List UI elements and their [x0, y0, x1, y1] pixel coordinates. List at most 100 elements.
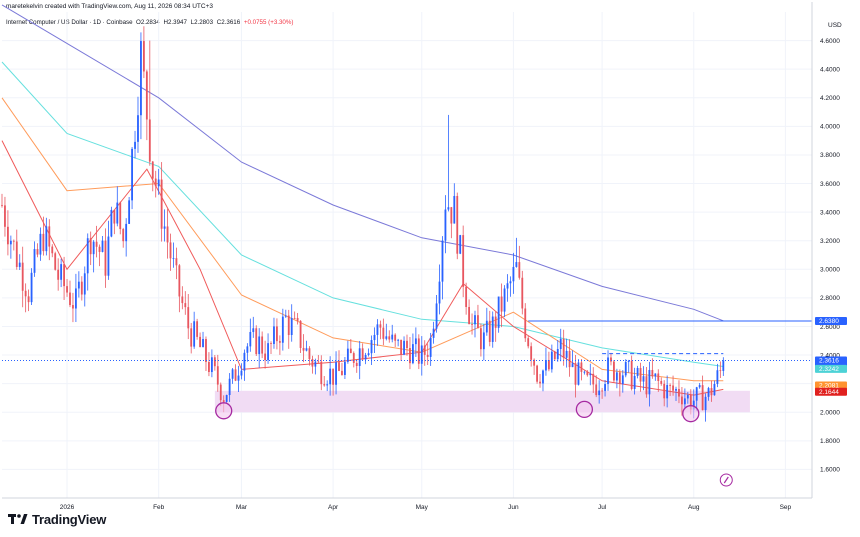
- candle-body: [74, 288, 77, 309]
- candle-body: [60, 264, 63, 280]
- candle-body: [429, 337, 432, 357]
- candle-body: [355, 362, 358, 366]
- candle-body: [54, 253, 57, 270]
- candle-body: [417, 338, 420, 364]
- candle-body: [450, 207, 453, 224]
- price-tag: [815, 364, 847, 373]
- candle-body: [406, 340, 408, 349]
- candle-body: [317, 361, 320, 363]
- candle-body: [128, 200, 131, 224]
- change-value: +0.0755 (+3.30%): [243, 19, 294, 26]
- candle-body: [335, 362, 337, 385]
- candle-body: [382, 327, 385, 339]
- candle-body: [338, 362, 340, 371]
- candle-body: [131, 148, 133, 201]
- candle-body: [83, 273, 86, 295]
- candle-body: [462, 235, 465, 287]
- candle-body: [494, 316, 497, 328]
- candle-body: [669, 385, 672, 386]
- candle-body: [539, 381, 541, 384]
- candle-body: [524, 308, 527, 339]
- candle-body: [509, 281, 512, 284]
- candle-body: [586, 371, 589, 376]
- candle-body: [409, 348, 411, 364]
- candle-body: [98, 246, 101, 252]
- candle-body: [358, 348, 361, 366]
- brand[interactable]: TradingView: [8, 512, 106, 527]
- candle-body: [651, 369, 654, 377]
- candle-body: [249, 332, 252, 347]
- candle-body: [713, 383, 716, 396]
- candle-body: [237, 375, 240, 381]
- candle-body: [488, 320, 491, 342]
- candle-body: [613, 361, 615, 381]
- ma-line-200: [1, 4, 724, 322]
- candle-body: [1, 204, 3, 206]
- candle-body: [716, 370, 719, 384]
- candle-body: [267, 343, 269, 361]
- candles: [1, 26, 725, 422]
- candle-body: [444, 209, 447, 241]
- candle-body: [426, 354, 429, 357]
- candle-body: [512, 266, 515, 282]
- x-tick-label: Jul: [598, 504, 607, 511]
- candle-body: [663, 383, 666, 399]
- y-tick-label: 2.4000: [820, 352, 840, 359]
- candle-body: [169, 242, 172, 259]
- candle-body: [33, 249, 36, 273]
- tradingview-logo-icon: [8, 514, 28, 524]
- candle-body: [695, 387, 698, 401]
- candle-body: [142, 41, 145, 72]
- x-tick-label: Apr: [328, 504, 339, 511]
- candle-body: [326, 384, 329, 386]
- candle-body: [574, 363, 577, 385]
- price-tag-label: 2.1644: [819, 389, 839, 396]
- candle-body: [332, 368, 335, 385]
- price-tag: [815, 381, 847, 390]
- y-tick-label: 2.8000: [820, 295, 840, 302]
- candle-body: [678, 388, 680, 397]
- candle-body: [240, 370, 243, 376]
- candle-body: [293, 317, 296, 319]
- candle-body: [719, 370, 722, 372]
- candle-body: [346, 348, 349, 362]
- x-tick-label: 2026: [60, 504, 75, 511]
- candle-body: [77, 281, 80, 289]
- candle-body: [137, 115, 139, 142]
- symbol-legend: Internet Computer / US Dollar · 1D · Coi…: [6, 19, 293, 26]
- candle-body: [255, 328, 258, 355]
- candle-body: [296, 317, 299, 321]
- candle-body: [305, 348, 308, 351]
- candle-body: [435, 303, 438, 329]
- close-value: C2.3616: [216, 19, 241, 26]
- candle-body: [231, 369, 234, 379]
- candle-body: [323, 384, 326, 386]
- candle-body: [110, 209, 113, 237]
- candle-body: [547, 360, 550, 370]
- y-tick-label: 3.8000: [820, 152, 840, 159]
- low-value: L2.2803: [190, 19, 214, 26]
- candle-body: [474, 315, 476, 325]
- candle-body: [302, 347, 305, 351]
- candle-body: [627, 360, 630, 362]
- candle-body: [160, 179, 163, 229]
- candle-body: [400, 339, 403, 355]
- candle-body: [447, 207, 450, 210]
- candle-body: [580, 362, 583, 372]
- candle-body: [391, 334, 394, 340]
- candle-body: [577, 362, 580, 385]
- candle-body: [361, 348, 364, 360]
- candle-body: [308, 348, 311, 360]
- candle-body: [654, 373, 657, 377]
- candle-body: [373, 334, 376, 341]
- candle-body: [438, 281, 441, 304]
- candle-body: [607, 357, 609, 385]
- x-tick-label: Sep: [780, 504, 792, 511]
- y-tick-label: 1.8000: [820, 438, 840, 445]
- candle-body: [187, 307, 190, 329]
- candle-body: [190, 328, 193, 347]
- candle-body: [92, 241, 95, 255]
- ma-line-20: [1, 140, 724, 396]
- x-tick-label: Aug: [688, 504, 700, 511]
